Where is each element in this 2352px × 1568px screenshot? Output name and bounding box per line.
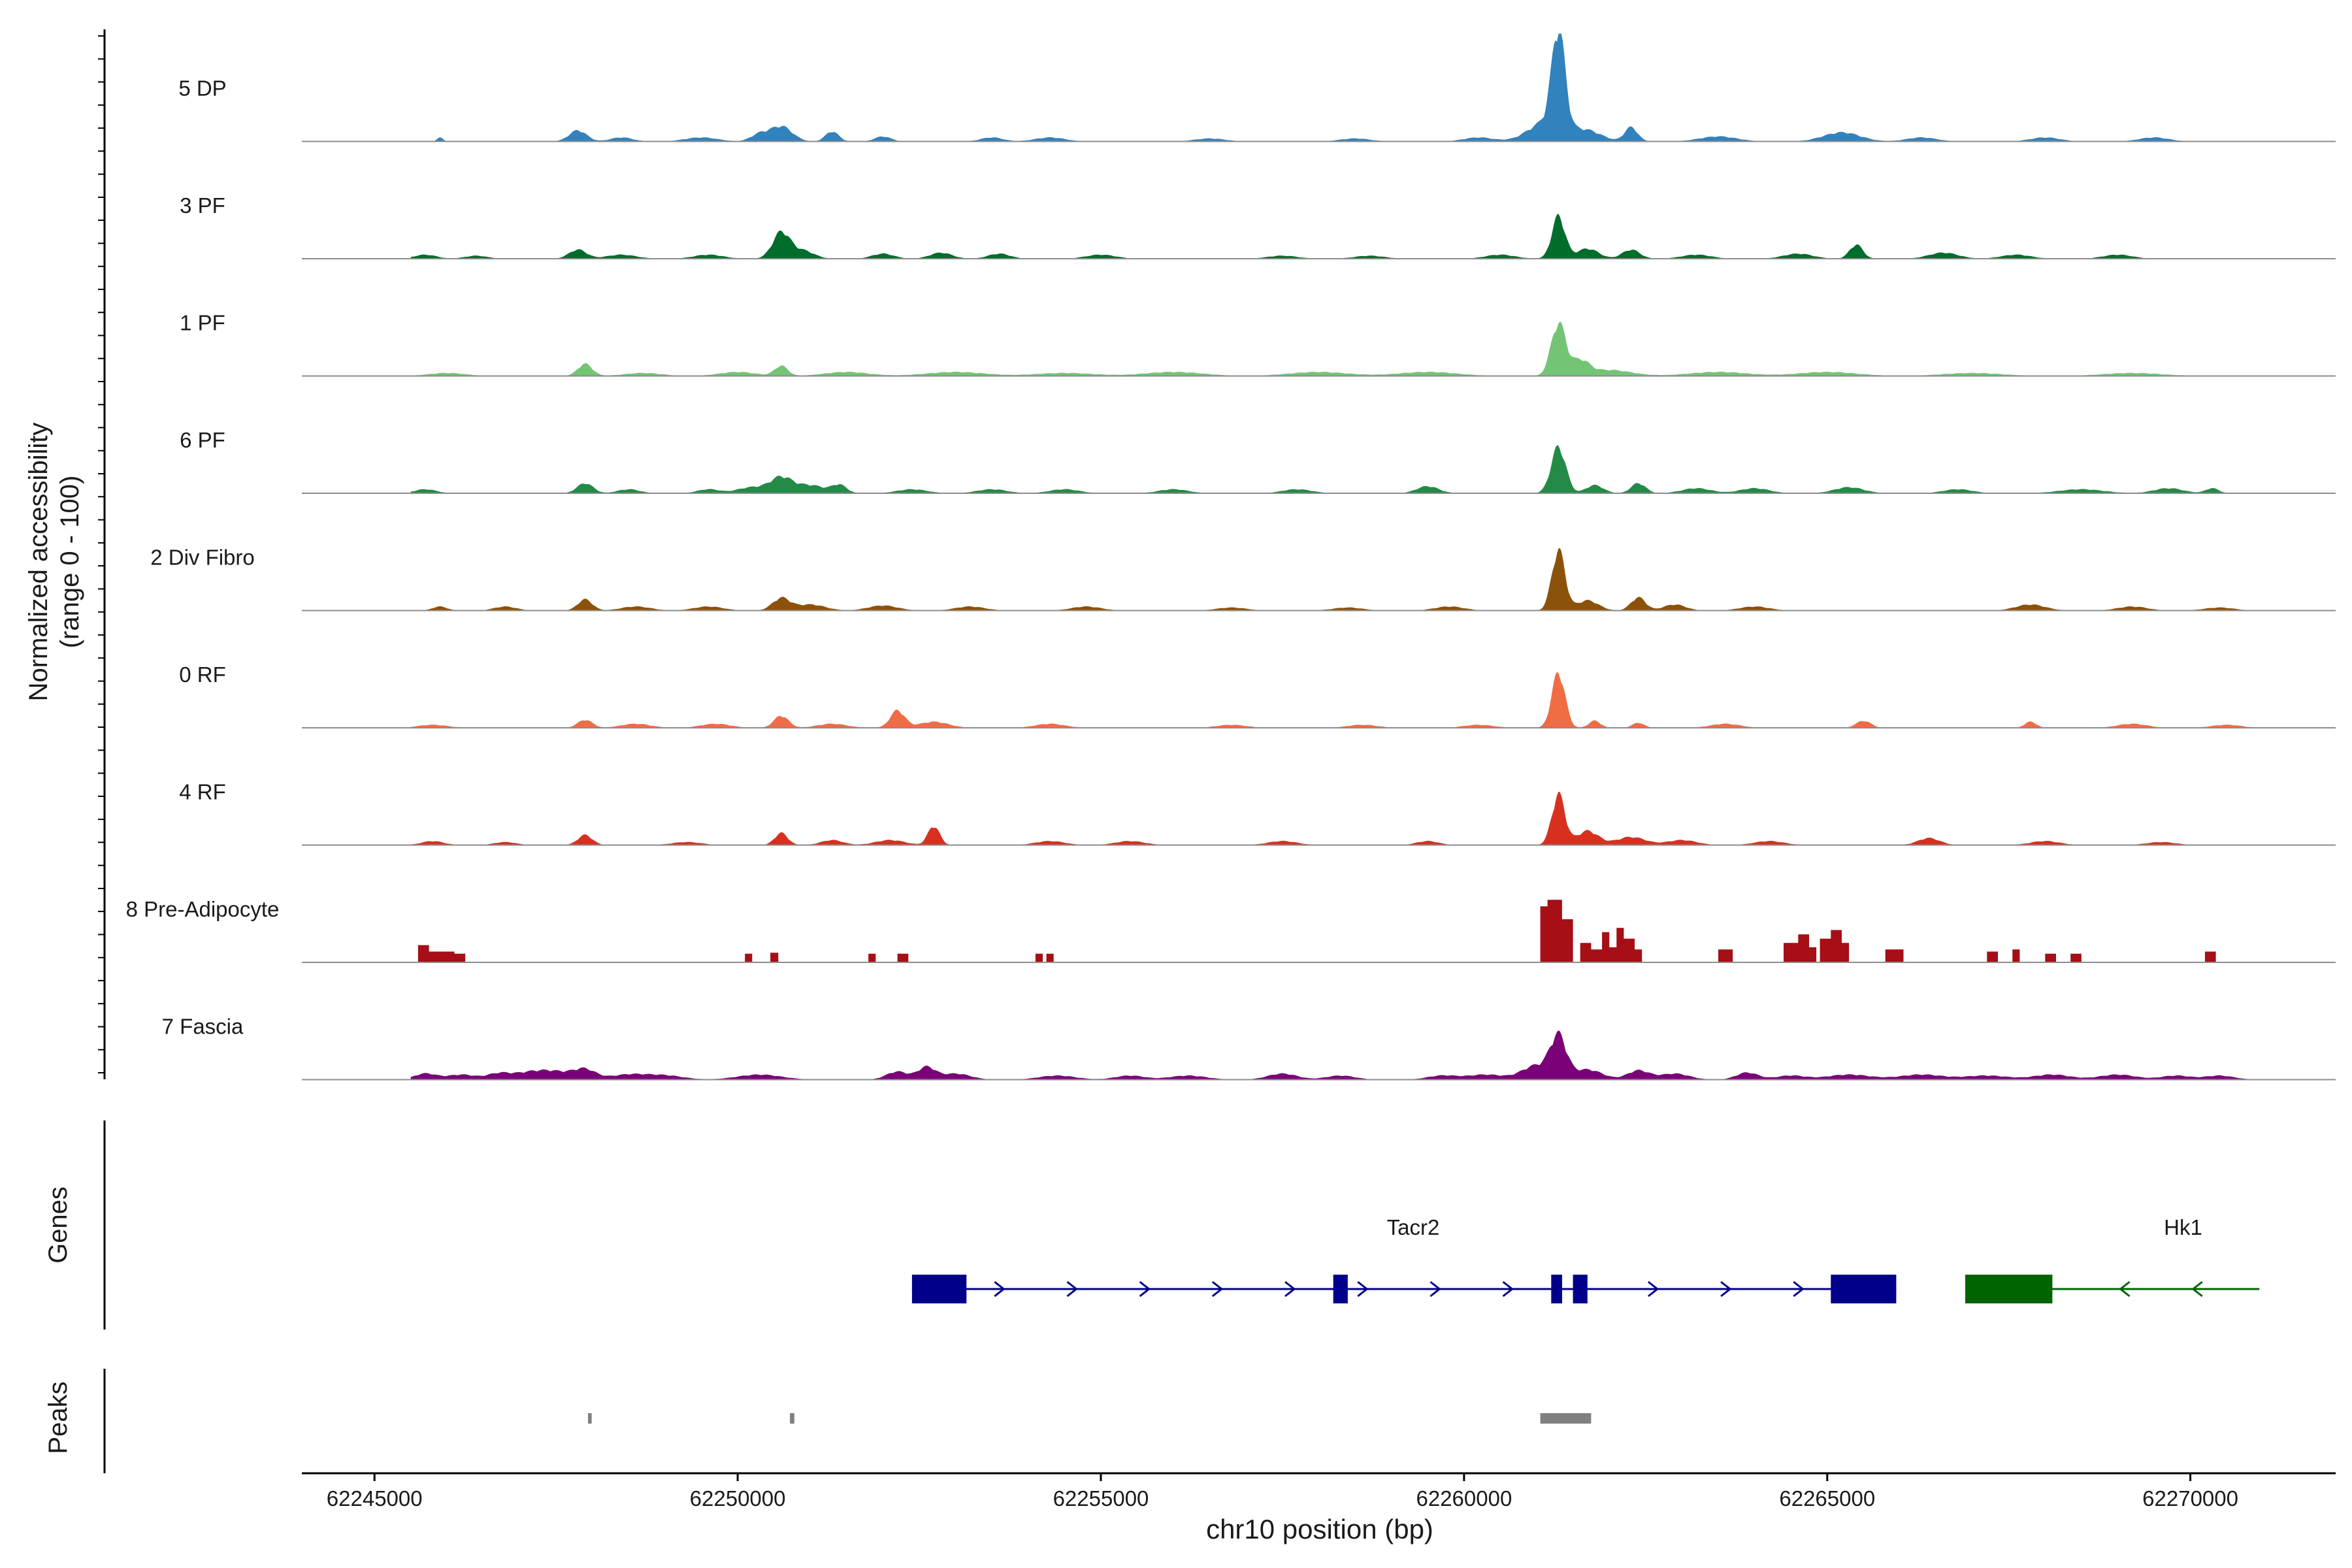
coverage-area — [417, 900, 2216, 962]
track-3: 1 PF — [180, 311, 2336, 377]
x-tick-label: 62255000 — [1053, 1486, 1149, 1511]
gene-exon — [1831, 1275, 1897, 1303]
track-label: 6 PF — [180, 428, 225, 452]
strand-arrow — [1357, 1281, 1369, 1298]
track-label: 8 Pre-Adipocyte — [126, 897, 280, 921]
y-axis-label: Normalized accessibility — [24, 423, 53, 702]
y-axis-label-range: (range 0 - 100) — [56, 476, 84, 649]
strand-arrow — [1793, 1281, 1805, 1298]
strand-arrow — [1284, 1281, 1296, 1298]
track-1: 5 DP — [178, 33, 2336, 142]
x-axis: 62245000 62250000 62255000 62260000 62265000… — [302, 1472, 2336, 1511]
gene-track: Tacr2 Hk1 — [103, 1120, 2260, 1330]
coverage-area — [410, 792, 2263, 845]
track-7: 4 RF — [179, 780, 2336, 846]
peaks-track-label: Peaks — [44, 1381, 73, 1454]
track-9: 7 Fascia — [162, 1015, 2336, 1081]
gene-tacr2: Tacr2 — [911, 1215, 1897, 1303]
track-label: 0 RF — [179, 662, 226, 687]
track-label: 7 Fascia — [162, 1015, 244, 1039]
track-8: 8 Pre-Adipocyte — [126, 897, 2336, 963]
x-tick-label: 62250000 — [690, 1486, 786, 1511]
track-6: 0 RF — [179, 662, 2336, 728]
strand-arrow — [1211, 1281, 1224, 1298]
track-label: 4 RF — [179, 780, 226, 804]
strand-arrow — [1139, 1281, 1151, 1298]
x-axis-label: chr10 position (bp) — [1206, 1514, 1433, 1544]
coverage-area — [410, 214, 2263, 259]
gene-exon — [1573, 1275, 1588, 1303]
peaks-track — [103, 1369, 1592, 1473]
peak-region — [1540, 1413, 1592, 1424]
peak-region — [790, 1413, 794, 1424]
accessibility-axis — [98, 29, 106, 1079]
strand-arrow — [1720, 1281, 1732, 1298]
gene-name: Tacr2 — [1387, 1215, 1440, 1239]
genes-track-label: Genes — [44, 1186, 73, 1264]
x-tick-label: 62270000 — [2142, 1486, 2238, 1511]
x-tick-label: 62245000 — [327, 1486, 423, 1511]
coverage-area — [410, 321, 2263, 376]
coverage-area — [410, 547, 2263, 611]
gene-exon — [1333, 1275, 1348, 1303]
coverage-area — [410, 33, 2263, 142]
track-label: 2 Div Fibro — [150, 546, 255, 570]
gene-exon — [1965, 1275, 2053, 1303]
peak-region — [588, 1413, 592, 1424]
coverage-tracks: 5 DP 3 PF 1 PF 6 PF 2 Div Fibro 0 RF 4 RF 8 Pre… — [126, 33, 2336, 1081]
gene-exon — [1551, 1275, 1562, 1303]
x-tick-label: 62260000 — [1416, 1486, 1512, 1511]
strand-arrow — [2191, 1281, 2203, 1298]
track-5: 2 Div Fibro — [150, 546, 2336, 612]
strand-arrow — [1066, 1281, 1078, 1298]
coverage-area — [410, 672, 2263, 728]
coverage-area — [410, 445, 2263, 493]
strand-arrow — [994, 1281, 1005, 1298]
strand-arrow — [1429, 1281, 1441, 1298]
gene-name: Hk1 — [2164, 1215, 2202, 1239]
strand-arrow — [2119, 1281, 2131, 1298]
track-label: 1 PF — [180, 311, 225, 335]
x-tick-label: 62265000 — [1779, 1486, 1875, 1511]
coverage-area — [410, 1030, 2263, 1080]
gene-exon — [911, 1275, 967, 1303]
track-2: 3 PF — [180, 193, 2336, 259]
track-4: 6 PF — [180, 428, 2336, 494]
track-label: 3 PF — [180, 193, 225, 218]
strand-arrow — [1647, 1281, 1659, 1298]
track-label: 5 DP — [178, 76, 226, 101]
gene-hk1: Hk1 — [1965, 1215, 2260, 1303]
strand-arrow — [1502, 1281, 1514, 1298]
